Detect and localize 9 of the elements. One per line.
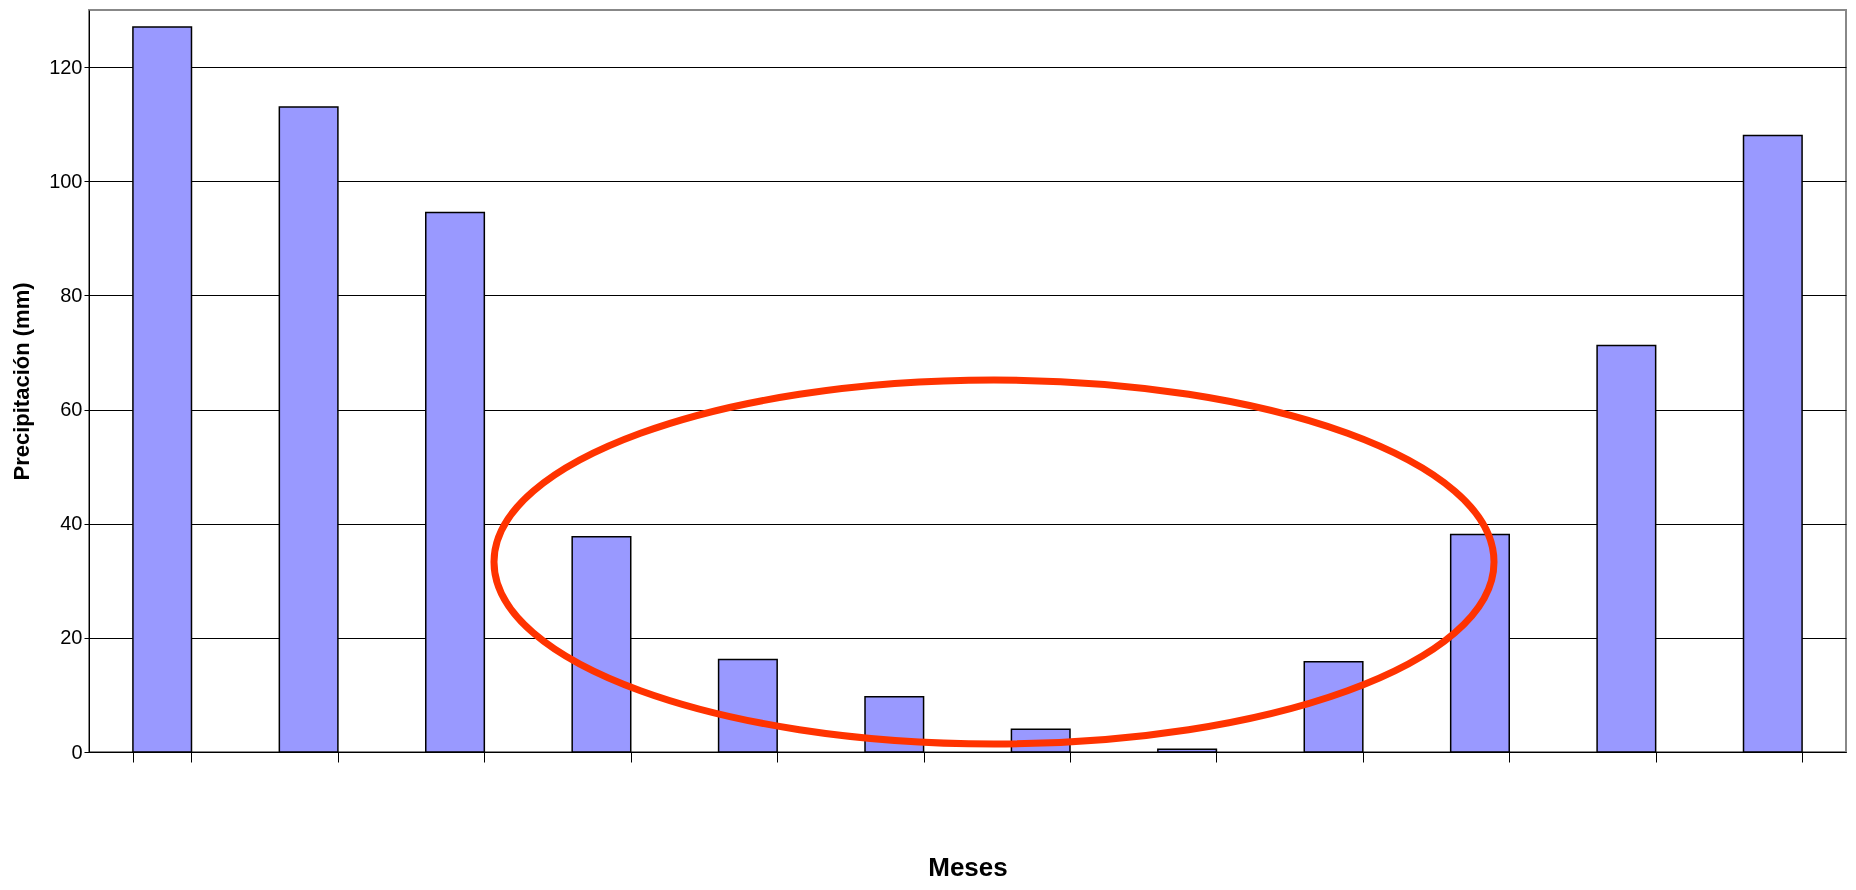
y-tick-label: 0: [71, 740, 83, 763]
y-axis-title: Precipitación (mm): [9, 282, 35, 481]
y-tick-label: 120: [49, 55, 83, 78]
y-tick-label: 40: [60, 512, 83, 535]
y-tick-label: 60: [60, 398, 83, 421]
y-tick-label: 100: [49, 169, 83, 192]
x-axis-title: Meses: [928, 851, 1008, 882]
y-tick-label: 20: [60, 626, 83, 649]
y-tick-label: 80: [60, 283, 83, 306]
